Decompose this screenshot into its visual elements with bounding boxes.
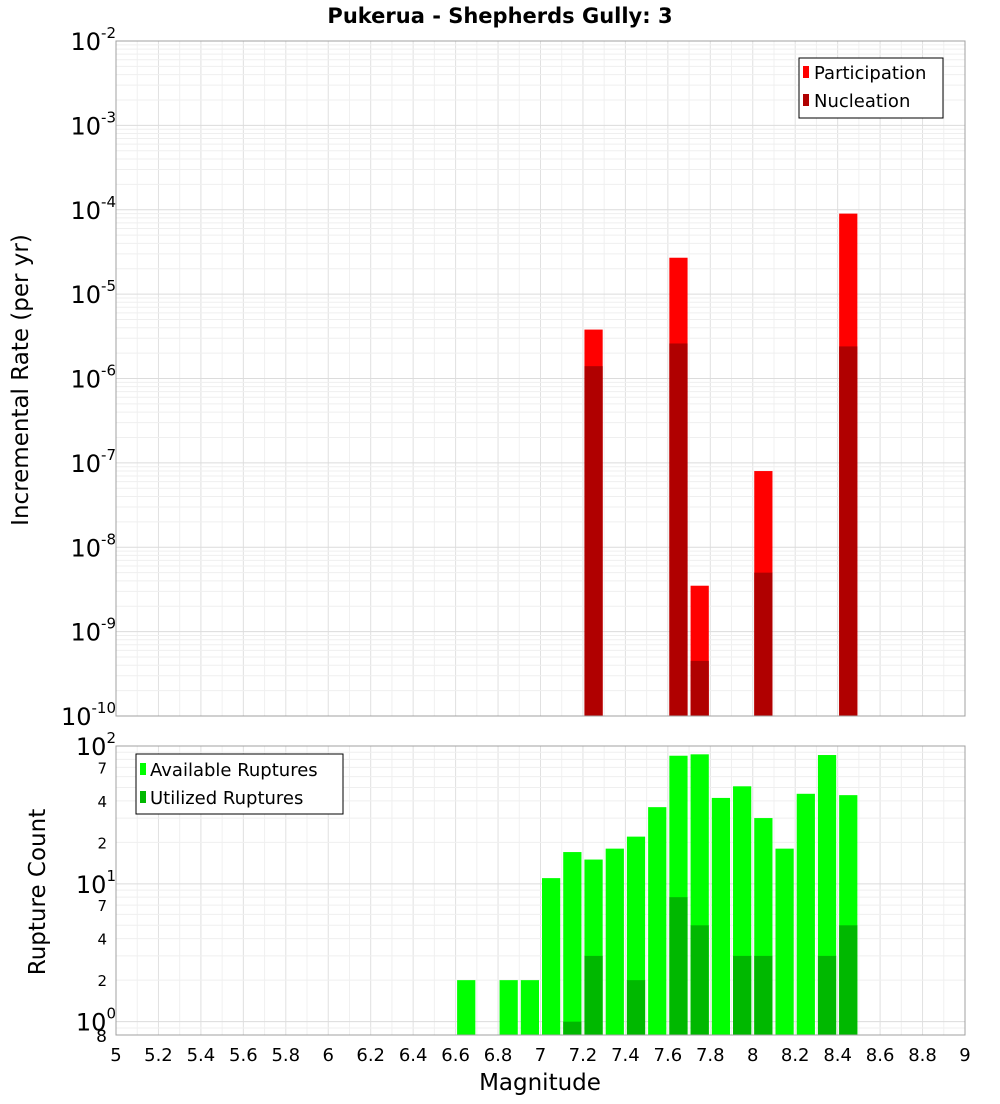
count-y-floor-label: 8 — [96, 1027, 107, 1047]
count-x-tick-label: 6.4 — [399, 1045, 428, 1066]
count-x-tick-label: 7.8 — [696, 1045, 725, 1066]
count-x-tick-label: 6.2 — [356, 1045, 385, 1066]
count-plot-frame — [115, 745, 966, 1036]
rate-y-ticks: 10-10 10-9 10-8 10-7 10-6 10-5 10-4 10-3 10-2 — [61, 24, 116, 731]
participation-legend-swatch — [803, 66, 809, 78]
rate-y-tick-label: 10-5 — [70, 277, 116, 309]
count-y-major-tick-label: 102 — [76, 729, 116, 761]
nucleation-bar — [839, 346, 858, 716]
nucleation-legend-swatch — [803, 94, 809, 106]
count-x-tick-label: 7.2 — [569, 1045, 598, 1066]
utilized-bar — [584, 955, 603, 1035]
count-y-ticks: 100 101 102 2 4 7 2 4 7 8 — [76, 729, 116, 1047]
available-bar — [711, 797, 731, 1035]
rate-legend: Participation Nucleation — [798, 57, 944, 119]
utilized-bar — [817, 955, 837, 1035]
rate-y-tick-label: 10-6 — [70, 362, 116, 394]
rate-y-tick-label: 10-3 — [70, 108, 116, 140]
utilized-legend-label: Utilized Ruptures — [150, 788, 303, 809]
count-x-tick-label: 7 — [535, 1045, 546, 1066]
count-legend: Available Ruptures Utilized Ruptures — [135, 753, 344, 815]
available-bar — [775, 848, 794, 1035]
count-x-tick-label: 7.4 — [611, 1045, 640, 1066]
rate-y-tick-label: 10-2 — [70, 24, 116, 56]
count-x-tick-label: 8.8 — [908, 1045, 937, 1066]
available-bar — [563, 852, 582, 1035]
count-x-tick-label: 8.2 — [781, 1045, 810, 1066]
available-bar — [520, 980, 539, 1035]
available-legend-label: Available Ruptures — [150, 760, 318, 781]
available-bar — [648, 807, 667, 1035]
count-y-minor-tick-label: 2 — [97, 834, 107, 852]
count-x-tick-label: 8 — [747, 1045, 758, 1066]
rate-panel: 10-10 10-9 10-8 10-7 10-6 10-5 10-4 10-3 10-2 In… — [8, 24, 966, 731]
rate-y-tick-label: 10-4 — [70, 193, 116, 225]
count-y-minor-tick-label: 4 — [97, 793, 107, 811]
count-y-minor-tick-label: 2 — [97, 972, 107, 990]
utilized-bar — [839, 925, 858, 1035]
available-bar — [796, 793, 815, 1035]
rate-y-tick-label: 10-7 — [70, 446, 116, 478]
rate-bars — [584, 213, 858, 717]
participation-legend-label: Participation — [814, 63, 926, 84]
nucleation-bar — [669, 343, 688, 716]
utilized-bar — [754, 955, 773, 1035]
available-bar — [457, 980, 476, 1035]
utilized-bar — [669, 897, 688, 1035]
rate-y-tick-label: 10-8 — [70, 530, 116, 562]
available-bar — [542, 878, 561, 1035]
count-x-tick-label: 5.2 — [144, 1045, 173, 1066]
count-x-tick-label: 8.4 — [823, 1045, 852, 1066]
rate-plot-frame — [115, 40, 966, 717]
count-x-tick-label: 8.6 — [866, 1045, 895, 1066]
count-y-major-tick-label: 101 — [76, 867, 116, 899]
rate-y-tick-label: 10-9 — [70, 615, 116, 647]
count-legend-box — [135, 753, 344, 815]
count-x-ticks: 5 5.2 5.4 5.6 5.8 6 6.2 6.4 6.6 6.8 7 7.2 7.4 7.6 7.8 8… — [110, 1045, 970, 1066]
chart-title: Pukerua - Shepherds Gully: 3 — [327, 4, 672, 28]
count-x-tick-label: 6.6 — [441, 1045, 470, 1066]
count-x-tick-label: 5.6 — [229, 1045, 258, 1066]
count-x-tick-label: 6.8 — [484, 1045, 513, 1066]
count-panel: 100 101 102 2 4 7 2 4 7 8 5 5.2 5.4 5.6 5.8 6 6.2 6.4 6.6… — [25, 729, 971, 1096]
utilized-bar — [690, 925, 709, 1035]
count-x-axis-label: Magnitude — [479, 1070, 601, 1096]
count-x-tick-label: 6 — [323, 1045, 334, 1066]
count-x-tick-label: 5.4 — [187, 1045, 216, 1066]
rate-y-tick-label: 10-10 — [61, 699, 116, 731]
count-bars — [457, 754, 858, 1035]
nucleation-bar — [584, 366, 603, 716]
nucleation-bar — [690, 660, 709, 716]
rate-legend-box — [798, 57, 944, 119]
utilized-bar — [563, 1021, 582, 1035]
count-y-minor-tick-label: 4 — [97, 931, 107, 949]
count-x-tick-label: 7.6 — [654, 1045, 683, 1066]
available-bar — [605, 848, 624, 1035]
available-bar — [499, 980, 518, 1035]
rate-grid — [116, 41, 966, 717]
count-x-tick-label: 9 — [959, 1045, 970, 1066]
utilized-legend-swatch — [140, 791, 146, 803]
count-y-minor-tick-label: 7 — [97, 897, 107, 915]
count-y-axis-label: Rupture Count — [25, 809, 51, 975]
count-y-major-tick-label: 100 — [76, 1005, 116, 1037]
utilized-bar — [733, 955, 752, 1035]
count-y-minor-tick-label: 7 — [97, 759, 107, 777]
utilized-bar — [626, 980, 646, 1035]
available-legend-swatch — [140, 763, 146, 775]
nucleation-legend-label: Nucleation — [814, 91, 910, 112]
nucleation-bar — [754, 572, 773, 716]
count-x-tick-label: 5.8 — [271, 1045, 300, 1066]
rate-y-axis-label: Incremental Rate (per yr) — [8, 234, 34, 526]
count-x-tick-label: 5 — [110, 1045, 121, 1066]
